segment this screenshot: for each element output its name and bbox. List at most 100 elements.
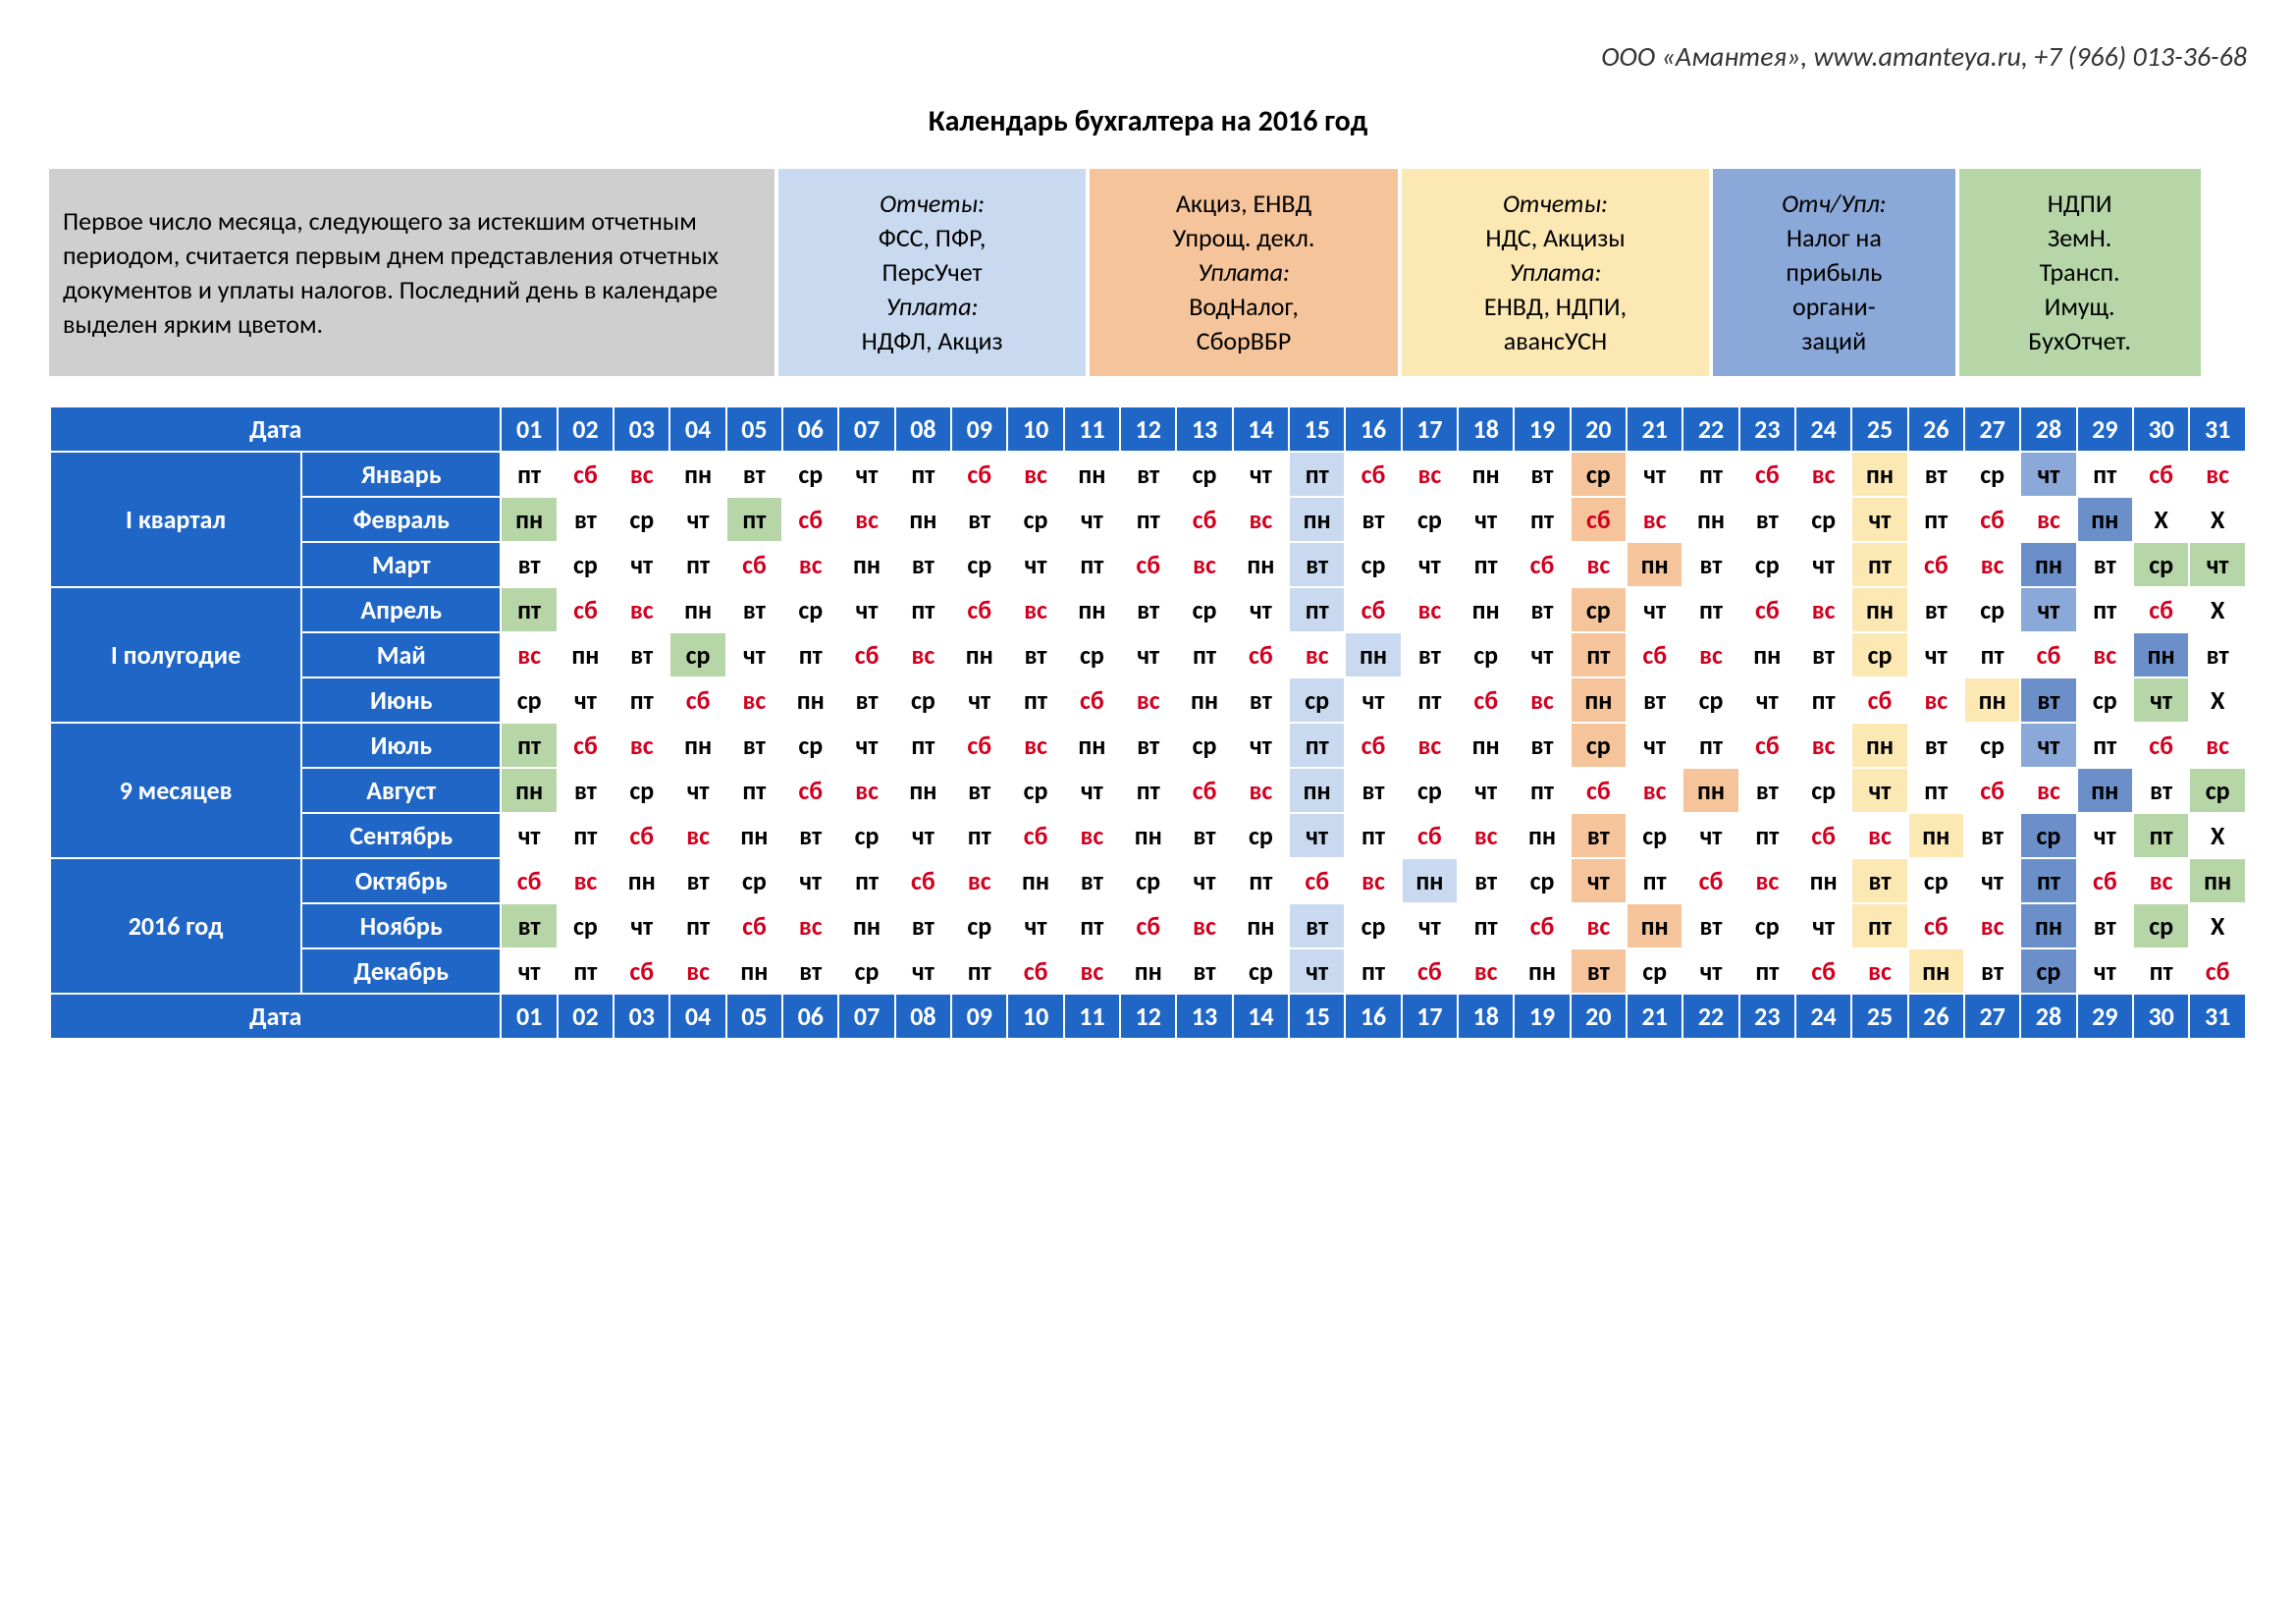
cell-Май-3: вт	[614, 632, 669, 677]
day-num-09: 09	[951, 994, 1007, 1039]
cell-Февраль-20: сб	[1571, 497, 1627, 542]
cell-Сентябрь-15: чт	[1289, 813, 1345, 858]
cell-Август-27: сб	[1964, 768, 2020, 813]
cell-Сентябрь-13: вт	[1176, 813, 1232, 858]
day-num-16: 16	[1345, 994, 1401, 1039]
date-header: Дата	[50, 994, 501, 1039]
cell-Июнь-1: ср	[501, 677, 557, 723]
cell-Ноябрь-10: чт	[1007, 903, 1063, 948]
cell-Октябрь-30: вс	[2133, 858, 2189, 903]
page-title: Календарь бухгалтера на 2016 год	[49, 103, 2247, 139]
cell-Июль-3: вс	[614, 723, 669, 768]
day-num-21: 21	[1627, 406, 1682, 452]
cell-Ноябрь-14: пн	[1233, 903, 1289, 948]
cell-Сентябрь-9: пт	[951, 813, 1007, 858]
cell-Апрель-21: чт	[1627, 587, 1682, 632]
cell-Февраль-8: пн	[895, 497, 951, 542]
cell-Сентябрь-16: пт	[1345, 813, 1401, 858]
cell-Апрель-9: сб	[951, 587, 1007, 632]
month-Февраль: Февраль	[301, 497, 501, 542]
cell-Май-11: ср	[1064, 632, 1120, 677]
cell-Сентябрь-27: вт	[1964, 813, 2020, 858]
legend-box-4: Отч/Упл:Налог наприбыльоргани-заций	[1713, 169, 1954, 376]
cell-Январь-2: сб	[558, 452, 614, 497]
cell-Февраль-14: вс	[1233, 497, 1289, 542]
cell-Сентябрь-26: пн	[1908, 813, 1964, 858]
cell-Ноябрь-12: сб	[1120, 903, 1176, 948]
cell-Декабрь-23: пт	[1739, 948, 1795, 994]
cell-Август-21: вс	[1627, 768, 1682, 813]
cell-Август-28: вс	[2020, 768, 2076, 813]
cell-Январь-3: вс	[614, 452, 669, 497]
cell-Январь-27: ср	[1964, 452, 2020, 497]
cell-Декабрь-5: пн	[726, 948, 782, 994]
cell-Апрель-28: чт	[2020, 587, 2076, 632]
cell-Март-1: вт	[501, 542, 557, 587]
cell-Март-10: чт	[1007, 542, 1063, 587]
cell-Январь-1: пт	[501, 452, 557, 497]
day-num-19: 19	[1514, 406, 1570, 452]
cell-Октябрь-14: пт	[1233, 858, 1289, 903]
cell-Август-25: чт	[1851, 768, 1907, 813]
cell-Апрель-5: вт	[726, 587, 782, 632]
cell-Июль-22: пт	[1682, 723, 1738, 768]
cell-Март-7: пн	[838, 542, 894, 587]
month-Сентябрь: Сентябрь	[301, 813, 501, 858]
day-num-20: 20	[1571, 406, 1627, 452]
cell-Апрель-10: вс	[1007, 587, 1063, 632]
day-num-28: 28	[2020, 994, 2076, 1039]
day-num-30: 30	[2133, 994, 2189, 1039]
cell-Июнь-12: вс	[1120, 677, 1176, 723]
cell-Сентябрь-23: пт	[1739, 813, 1795, 858]
cell-Июнь-26: вс	[1908, 677, 1964, 723]
cell-Август-2: вт	[558, 768, 614, 813]
day-num-21: 21	[1627, 994, 1682, 1039]
cell-Май-18: ср	[1458, 632, 1514, 677]
cell-Февраль-24: ср	[1795, 497, 1851, 542]
month-Май: Май	[301, 632, 501, 677]
day-num-17: 17	[1402, 994, 1458, 1039]
cell-Июль-10: вс	[1007, 723, 1063, 768]
cell-Сентябрь-29: чт	[2077, 813, 2133, 858]
cell-Март-11: пт	[1064, 542, 1120, 587]
date-header: Дата	[50, 406, 501, 452]
cell-Январь-24: вс	[1795, 452, 1851, 497]
cell-Октябрь-20: чт	[1571, 858, 1627, 903]
cell-Сентябрь-30: пт	[2133, 813, 2189, 858]
cell-Май-15: вс	[1289, 632, 1345, 677]
day-num-04: 04	[669, 406, 725, 452]
cell-Июль-1: пт	[501, 723, 557, 768]
cell-Май-2: пн	[558, 632, 614, 677]
cell-Июнь-23: чт	[1739, 677, 1795, 723]
day-num-03: 03	[614, 406, 669, 452]
cell-Март-2: ср	[558, 542, 614, 587]
cell-Март-3: чт	[614, 542, 669, 587]
cell-Август-13: сб	[1176, 768, 1232, 813]
cell-Декабрь-3: сб	[614, 948, 669, 994]
day-num-07: 07	[838, 994, 894, 1039]
cell-Апрель-22: пт	[1682, 587, 1738, 632]
cell-Декабрь-14: ср	[1233, 948, 1289, 994]
day-num-11: 11	[1064, 406, 1120, 452]
cell-Август-16: вт	[1345, 768, 1401, 813]
day-num-26: 26	[1908, 406, 1964, 452]
day-num-09: 09	[951, 406, 1007, 452]
company-info: ООО «Амантея», www.amanteya.ru, +7 (966)…	[49, 39, 2247, 74]
cell-Ноябрь-4: пт	[669, 903, 725, 948]
cell-Октябрь-3: пн	[614, 858, 669, 903]
cell-Июль-21: чт	[1627, 723, 1682, 768]
cell-Октябрь-12: ср	[1120, 858, 1176, 903]
cell-Январь-26: вт	[1908, 452, 1964, 497]
cell-Август-4: чт	[669, 768, 725, 813]
cell-Сентябрь-28: ср	[2020, 813, 2076, 858]
cell-Июнь-20: пн	[1571, 677, 1627, 723]
cell-Октябрь-4: вт	[669, 858, 725, 903]
cell-Январь-5: вт	[726, 452, 782, 497]
cell-Сентябрь-7: ср	[838, 813, 894, 858]
cell-Май-28: сб	[2020, 632, 2076, 677]
day-num-23: 23	[1739, 406, 1795, 452]
cell-Январь-22: пт	[1682, 452, 1738, 497]
cell-Июнь-28: вт	[2020, 677, 2076, 723]
cell-Август-22: пн	[1682, 768, 1738, 813]
cell-Август-14: вс	[1233, 768, 1289, 813]
